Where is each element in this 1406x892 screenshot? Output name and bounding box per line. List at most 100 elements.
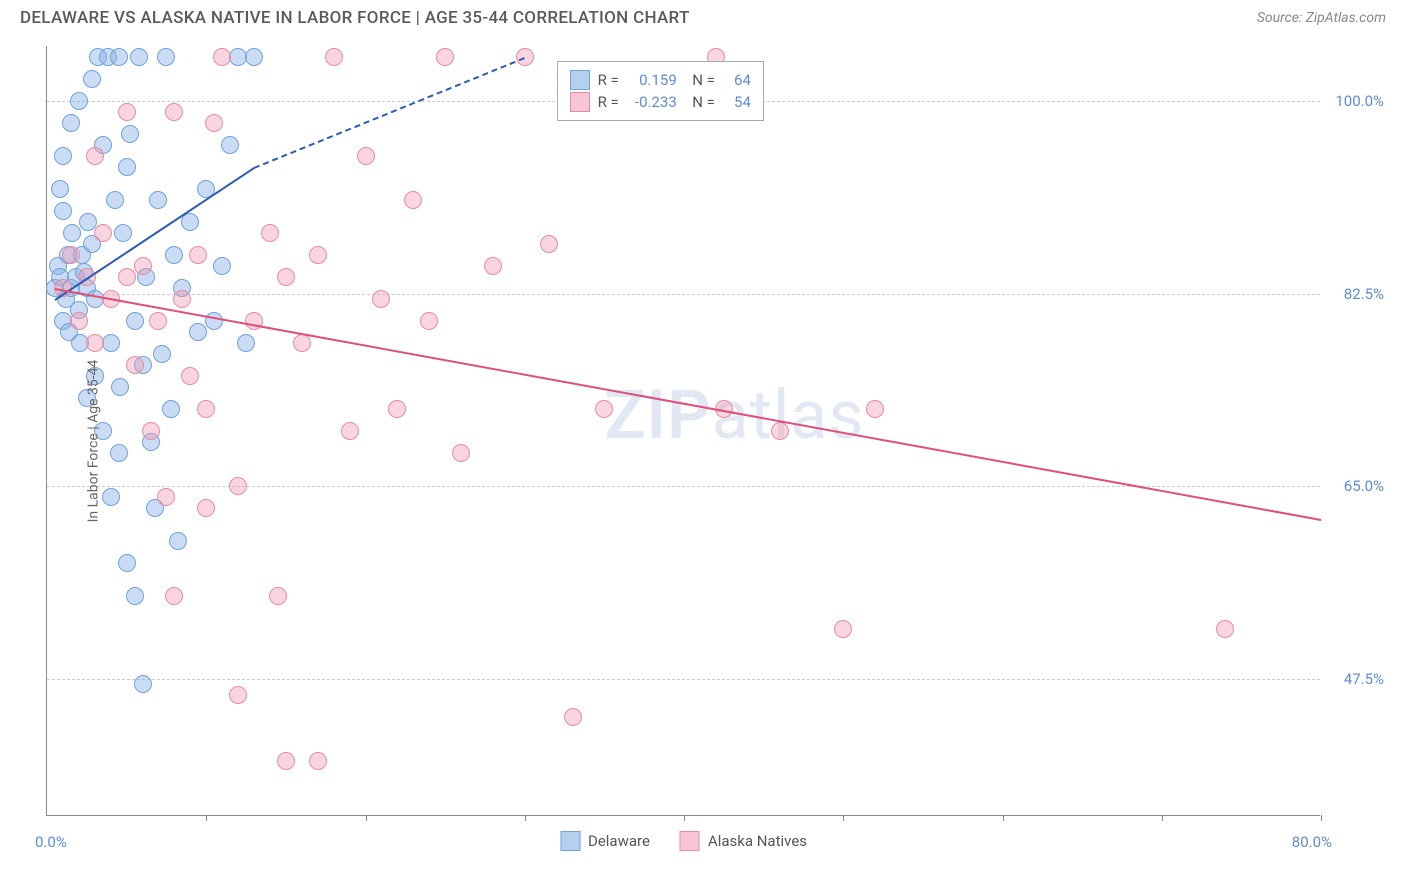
stats-row: R =0.159 N =64 — [570, 70, 751, 90]
scatter-point — [121, 125, 139, 143]
scatter-point — [181, 213, 199, 231]
legend-item: Delaware — [560, 831, 650, 851]
scatter-point — [197, 400, 215, 418]
scatter-point — [114, 224, 132, 242]
scatter-point — [86, 334, 104, 352]
y-tick-label: 82.5% — [1326, 285, 1384, 303]
scatter-point — [261, 224, 279, 242]
scatter-point — [165, 587, 183, 605]
scatter-point — [62, 114, 80, 132]
legend-label: Delaware — [588, 832, 650, 850]
scatter-point — [221, 136, 239, 154]
scatter-point — [51, 180, 69, 198]
scatter-point — [54, 147, 72, 165]
legend-swatch — [560, 831, 580, 851]
legend-item: Alaska Natives — [680, 831, 807, 851]
scatter-point — [1216, 620, 1234, 638]
grid-line — [47, 679, 1320, 680]
scatter-point — [118, 554, 136, 572]
scatter-point — [118, 158, 136, 176]
x-tick — [1003, 815, 1004, 821]
stats-n-value: 64 — [723, 71, 751, 89]
scatter-point — [205, 114, 223, 132]
scatter-point — [404, 191, 422, 209]
grid-line — [47, 294, 1320, 295]
stats-n-label: N = — [685, 93, 715, 111]
scatter-point — [269, 587, 287, 605]
scatter-point — [420, 312, 438, 330]
scatter-point — [325, 48, 343, 66]
scatter-point — [86, 147, 104, 165]
scatter-point — [309, 752, 327, 770]
scatter-point — [165, 246, 183, 264]
scatter-point — [70, 312, 88, 330]
scatter-point — [54, 202, 72, 220]
scatter-point — [189, 323, 207, 341]
x-tick — [684, 815, 685, 821]
scatter-point — [63, 224, 81, 242]
y-tick-label: 65.0% — [1326, 477, 1384, 495]
y-tick-label: 100.0% — [1326, 92, 1384, 110]
stats-legend: R =0.159 N =64R =-0.233 N =54 — [557, 61, 764, 121]
stats-row: R =-0.233 N =54 — [570, 92, 751, 112]
scatter-point — [126, 587, 144, 605]
trend-line — [254, 57, 525, 169]
scatter-point — [126, 356, 144, 374]
scatter-point — [245, 48, 263, 66]
scatter-point — [118, 103, 136, 121]
stats-r-value: 0.159 — [627, 71, 677, 89]
x-axis-label-min: 0.0% — [35, 833, 67, 851]
scatter-point — [111, 378, 129, 396]
stats-swatch — [570, 92, 590, 112]
x-tick — [525, 815, 526, 821]
scatter-point — [866, 400, 884, 418]
scatter-point — [102, 334, 120, 352]
stats-r-value: -0.233 — [627, 93, 677, 111]
trend-line — [54, 167, 254, 301]
scatter-point — [229, 686, 247, 704]
scatter-point — [564, 708, 582, 726]
scatter-point — [309, 246, 327, 264]
scatter-point — [237, 334, 255, 352]
scatter-point — [62, 246, 80, 264]
scatter-point — [213, 48, 231, 66]
scatter-point — [357, 147, 375, 165]
legend-swatch — [680, 831, 700, 851]
scatter-point — [205, 312, 223, 330]
scatter-point — [142, 422, 160, 440]
stats-swatch — [570, 70, 590, 90]
scatter-point — [388, 400, 406, 418]
scatter-point — [102, 488, 120, 506]
scatter-point — [83, 70, 101, 88]
scatter-point — [834, 620, 852, 638]
scatter-point — [134, 675, 152, 693]
scatter-point — [341, 422, 359, 440]
scatter-point — [106, 191, 124, 209]
scatter-point — [771, 422, 789, 440]
scatter-point — [157, 488, 175, 506]
scatter-point — [181, 367, 199, 385]
y-axis-title: In Labor Force | Age 35-44 — [85, 360, 101, 523]
scatter-point — [162, 400, 180, 418]
x-tick — [206, 815, 207, 821]
scatter-point — [277, 268, 295, 286]
scatter-point — [197, 499, 215, 517]
scatter-point — [134, 257, 152, 275]
scatter-point — [110, 444, 128, 462]
scatter-point — [165, 103, 183, 121]
bottom-legend: Delaware Alaska Natives — [560, 831, 807, 851]
scatter-point — [229, 477, 247, 495]
chart-source: Source: ZipAtlas.com — [1257, 10, 1386, 26]
scatter-point — [149, 191, 167, 209]
scatter-point — [157, 48, 175, 66]
stats-n-value: 54 — [723, 93, 751, 111]
scatter-point — [110, 48, 128, 66]
plot-area: ZIPatlas 47.5%65.0%82.5%100.0%0.0%80.0%R… — [46, 46, 1320, 816]
scatter-point — [149, 312, 167, 330]
stats-r-label: R = — [598, 71, 619, 89]
scatter-point — [540, 235, 558, 253]
scatter-point — [436, 48, 454, 66]
x-tick — [1162, 815, 1163, 821]
scatter-point — [94, 224, 112, 242]
scatter-point — [118, 268, 136, 286]
